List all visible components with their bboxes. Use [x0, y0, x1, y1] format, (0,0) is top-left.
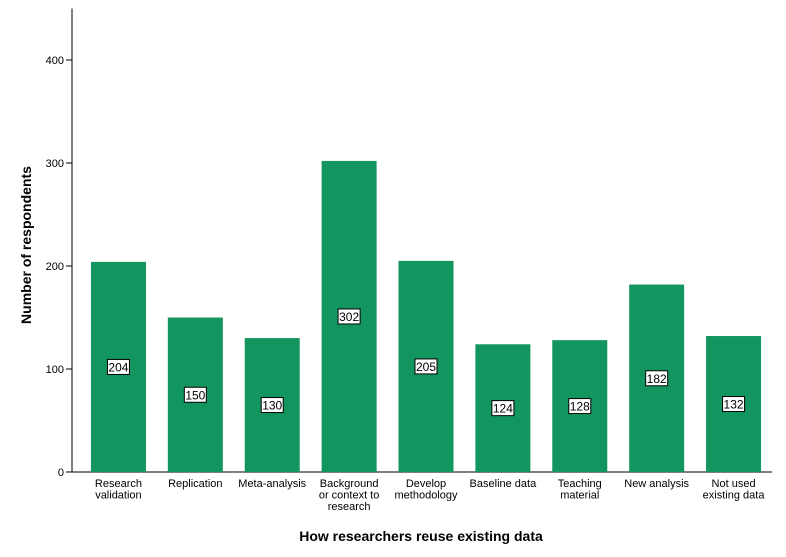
data-label: 182 [647, 372, 667, 386]
x-tick-label: Background or context to research [319, 478, 380, 513]
data-labels: 204 150 130 302 205 124 128 182 132 [106, 308, 746, 417]
x-tick-label: Teaching material [558, 478, 602, 502]
data-label-box [645, 370, 669, 387]
data-label-box [183, 386, 207, 403]
x-tick-label: Develop methodology [395, 478, 458, 502]
data-label: 150 [185, 388, 205, 402]
data-label-box [722, 396, 746, 413]
data-label: 302 [339, 310, 359, 324]
x-tick-label: Research validation [95, 478, 142, 502]
y-tick-label: 300 [46, 158, 64, 170]
data-label-box [414, 358, 438, 375]
x-tick-label: Not used existing data [703, 478, 766, 502]
x-axis-title: How researchers reuse existing data [299, 528, 543, 544]
data-label: 128 [570, 400, 590, 414]
axes: 0 100 200 300 400 Research validation Replicati… [46, 8, 772, 513]
data-label: 130 [262, 399, 282, 413]
y-tick-label: 200 [46, 261, 64, 273]
data-label-box [337, 308, 361, 325]
data-label-box [260, 397, 284, 414]
y-tick-label: 100 [46, 364, 64, 376]
data-label-box [491, 400, 515, 417]
y-tick-label: 0 [58, 467, 64, 479]
data-label: 124 [493, 402, 513, 416]
data-label: 204 [108, 360, 128, 374]
y-tick-label: 400 [46, 55, 64, 67]
x-tick-label: Baseline data [470, 478, 538, 490]
data-label-box [568, 398, 592, 415]
x-tick-label: Meta-analysis [238, 478, 306, 490]
data-label: 132 [724, 398, 744, 412]
y-axis-title: Number of respondents [18, 166, 34, 324]
data-label-box [106, 358, 130, 375]
x-tick-label: New analysis [624, 478, 689, 490]
bars [90, 160, 762, 472]
data-label: 205 [416, 360, 436, 374]
x-tick-label: Replication [168, 478, 222, 490]
